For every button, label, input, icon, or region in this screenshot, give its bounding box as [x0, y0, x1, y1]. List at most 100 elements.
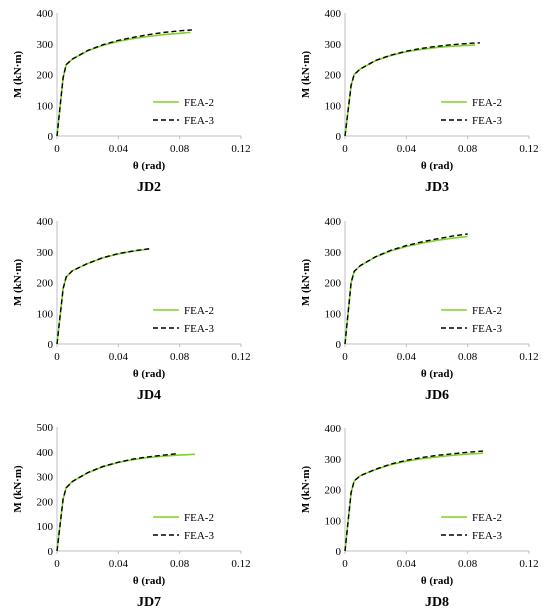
legend-label-fea-3: FEA-3 — [184, 530, 214, 542]
y-tick-label: 200 — [37, 496, 54, 508]
y-tick-label: 300 — [37, 472, 54, 484]
panel-jd6: 0 0.04 0.08 0.12 0 100 200 300 400 θ (rad) M (kN·m… — [300, 216, 539, 403]
panel-title: JD4 — [137, 388, 161, 403]
y-axis-label: M (kN·m) — [300, 50, 312, 98]
panel-jd2: 0 0.04 0.08 0.12 0 100 200 300 400 θ (rad) M (kN·m… — [12, 8, 251, 195]
y-tick-label: 300 — [37, 39, 54, 51]
x-tick-label: 0.04 — [109, 351, 129, 363]
x-tick-label: 0.08 — [458, 351, 478, 363]
y-tick-label: 500 — [37, 422, 54, 434]
series-line-fea-3 — [56, 247, 153, 345]
y-tick-label: 100 — [325, 100, 342, 112]
y-tick-label: 0 — [336, 339, 342, 351]
legend-label-fea-3: FEA-3 — [472, 530, 502, 542]
y-tick-label: 100 — [37, 521, 54, 533]
series-line-fea-3 — [56, 29, 192, 137]
y-tick-label: 300 — [325, 454, 342, 466]
legend-label-fea-3: FEA-3 — [184, 323, 214, 335]
x-tick-label: 0 — [54, 351, 60, 363]
y-tick-label: 400 — [325, 8, 342, 20]
panel-title: JD2 — [137, 180, 161, 195]
x-tick-label: 0 — [54, 143, 60, 155]
x-tick-label: 0 — [342, 351, 348, 363]
x-tick-label: 0.04 — [397, 558, 417, 570]
y-tick-label: 0 — [48, 131, 54, 143]
x-tick-label: 0.12 — [231, 143, 250, 155]
y-tick-label: 200 — [37, 70, 54, 82]
panel-title: JD3 — [425, 180, 449, 195]
panel-title: JD8 — [425, 595, 449, 608]
y-tick-label: 300 — [325, 39, 342, 51]
y-tick-label: 200 — [325, 70, 342, 82]
y-tick-label: 0 — [336, 546, 342, 558]
legend-label-fea-2: FEA-2 — [184, 305, 214, 317]
x-tick-label: 0 — [54, 558, 60, 570]
y-tick-label: 400 — [37, 8, 54, 20]
y-tick-label: 0 — [48, 339, 54, 351]
panel-jd8: 0 0.04 0.08 0.12 0 100 200 300 400 θ (rad) M (kN·m… — [300, 423, 539, 608]
series-line-fea-3 — [344, 42, 480, 137]
series-line-fea-2 — [344, 44, 476, 137]
x-tick-label: 0.12 — [519, 143, 538, 155]
x-axis-label: θ (rad) — [421, 575, 454, 587]
y-tick-label: 300 — [325, 247, 342, 259]
series-line-fea-2 — [56, 248, 150, 345]
y-tick-label: 200 — [325, 278, 342, 290]
legend-label-fea-2: FEA-2 — [472, 97, 502, 109]
y-tick-label: 100 — [325, 515, 342, 527]
x-tick-label: 0.04 — [397, 351, 417, 363]
legend-label-fea-3: FEA-3 — [472, 115, 502, 127]
y-axis-label: M (kN·m) — [12, 258, 24, 306]
panel-jd4: 0 0.04 0.08 0.12 0 100 200 300 400 θ (rad) M (kN·m… — [12, 216, 251, 403]
series-line-fea-3 — [56, 453, 177, 552]
y-tick-label: 100 — [37, 100, 54, 112]
y-tick-label: 0 — [48, 546, 54, 558]
legend-label-fea-3: FEA-3 — [472, 323, 502, 335]
y-axis-label: M (kN·m) — [12, 465, 24, 513]
legend-label-fea-2: FEA-2 — [184, 97, 214, 109]
x-tick-label: 0.08 — [170, 351, 190, 363]
x-axis-label: θ (rad) — [133, 368, 166, 380]
series-line-fea-3 — [344, 233, 468, 345]
x-tick-label: 0.12 — [231, 351, 250, 363]
series-line-fea-2 — [344, 452, 484, 552]
y-axis-label: M (kN·m) — [300, 465, 312, 513]
y-tick-label: 300 — [37, 247, 54, 259]
series-line-fea-2 — [56, 31, 191, 137]
x-axis-label: θ (rad) — [421, 368, 454, 380]
panel-jd7: 0 0.04 0.08 0.12 0 100 200 300 400 500 θ (rad) M (k… — [12, 422, 251, 608]
x-axis-label: θ (rad) — [133, 575, 166, 587]
y-tick-label: 100 — [325, 308, 342, 320]
x-tick-label: 0.08 — [170, 143, 190, 155]
x-tick-label: 0.12 — [519, 351, 538, 363]
legend-label-fea-2: FEA-2 — [472, 512, 502, 524]
x-tick-label: 0.08 — [458, 143, 478, 155]
y-axis-label: M (kN·m) — [12, 50, 24, 98]
y-axis-label: M (kN·m) — [300, 258, 312, 306]
y-tick-label: 100 — [37, 308, 54, 320]
x-tick-label: 0.08 — [170, 558, 190, 570]
x-tick-label: 0.12 — [519, 558, 538, 570]
x-tick-label: 0 — [342, 558, 348, 570]
x-tick-label: 0.08 — [458, 558, 478, 570]
y-tick-label: 400 — [325, 216, 342, 228]
x-axis-label: θ (rad) — [133, 160, 166, 172]
y-tick-label: 200 — [325, 485, 342, 497]
series-line-fea-3 — [344, 450, 484, 552]
x-axis-label: θ (rad) — [421, 160, 454, 172]
panel-title: JD7 — [137, 595, 161, 608]
series-line-fea-2 — [56, 453, 196, 552]
x-tick-label: 0 — [342, 143, 348, 155]
panel-jd3: 0 0.04 0.08 0.12 0 100 200 300 400 θ (rad) M (kN·m… — [300, 8, 539, 195]
legend-label-fea-2: FEA-2 — [472, 305, 502, 317]
x-tick-label: 0.04 — [109, 143, 129, 155]
legend-label-fea-2: FEA-2 — [184, 512, 214, 524]
x-tick-label: 0.04 — [109, 558, 129, 570]
y-tick-label: 0 — [336, 131, 342, 143]
legend-label-fea-3: FEA-3 — [184, 115, 214, 127]
y-tick-label: 400 — [37, 447, 54, 459]
y-tick-label: 400 — [325, 423, 342, 435]
y-tick-label: 400 — [37, 216, 54, 228]
x-tick-label: 0.04 — [397, 143, 417, 155]
